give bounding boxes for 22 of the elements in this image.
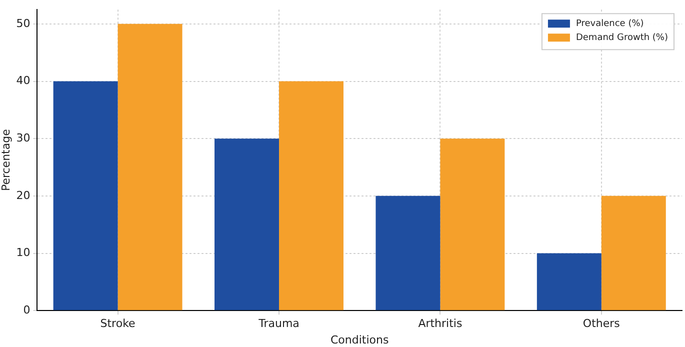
- legend-label: Demand Growth (%): [576, 32, 668, 43]
- bar: [118, 24, 182, 310]
- y-tick-label: 20: [16, 188, 30, 202]
- bar: [376, 196, 440, 310]
- legend-label: Prevalence (%): [576, 18, 644, 29]
- y-tick-label: 40: [16, 74, 30, 88]
- bar: [601, 196, 666, 310]
- bar: [536, 253, 602, 310]
- x-tick-label: Trauma: [258, 317, 300, 330]
- x-axis-title: Conditions: [330, 333, 389, 346]
- bar: [53, 81, 118, 310]
- x-tick-label: Others: [582, 317, 620, 330]
- x-tick-label: Stroke: [100, 317, 136, 330]
- y-tick-label: 50: [16, 16, 30, 30]
- bar: [279, 81, 344, 310]
- x-tick-label: Arthritis: [418, 317, 462, 330]
- y-tick-label: 0: [23, 303, 30, 316]
- y-tick-label: 30: [16, 131, 30, 144]
- y-axis-title: Percentage: [0, 128, 12, 192]
- bar: [214, 138, 279, 310]
- y-tick-label: 10: [16, 246, 30, 260]
- bar: [440, 138, 505, 310]
